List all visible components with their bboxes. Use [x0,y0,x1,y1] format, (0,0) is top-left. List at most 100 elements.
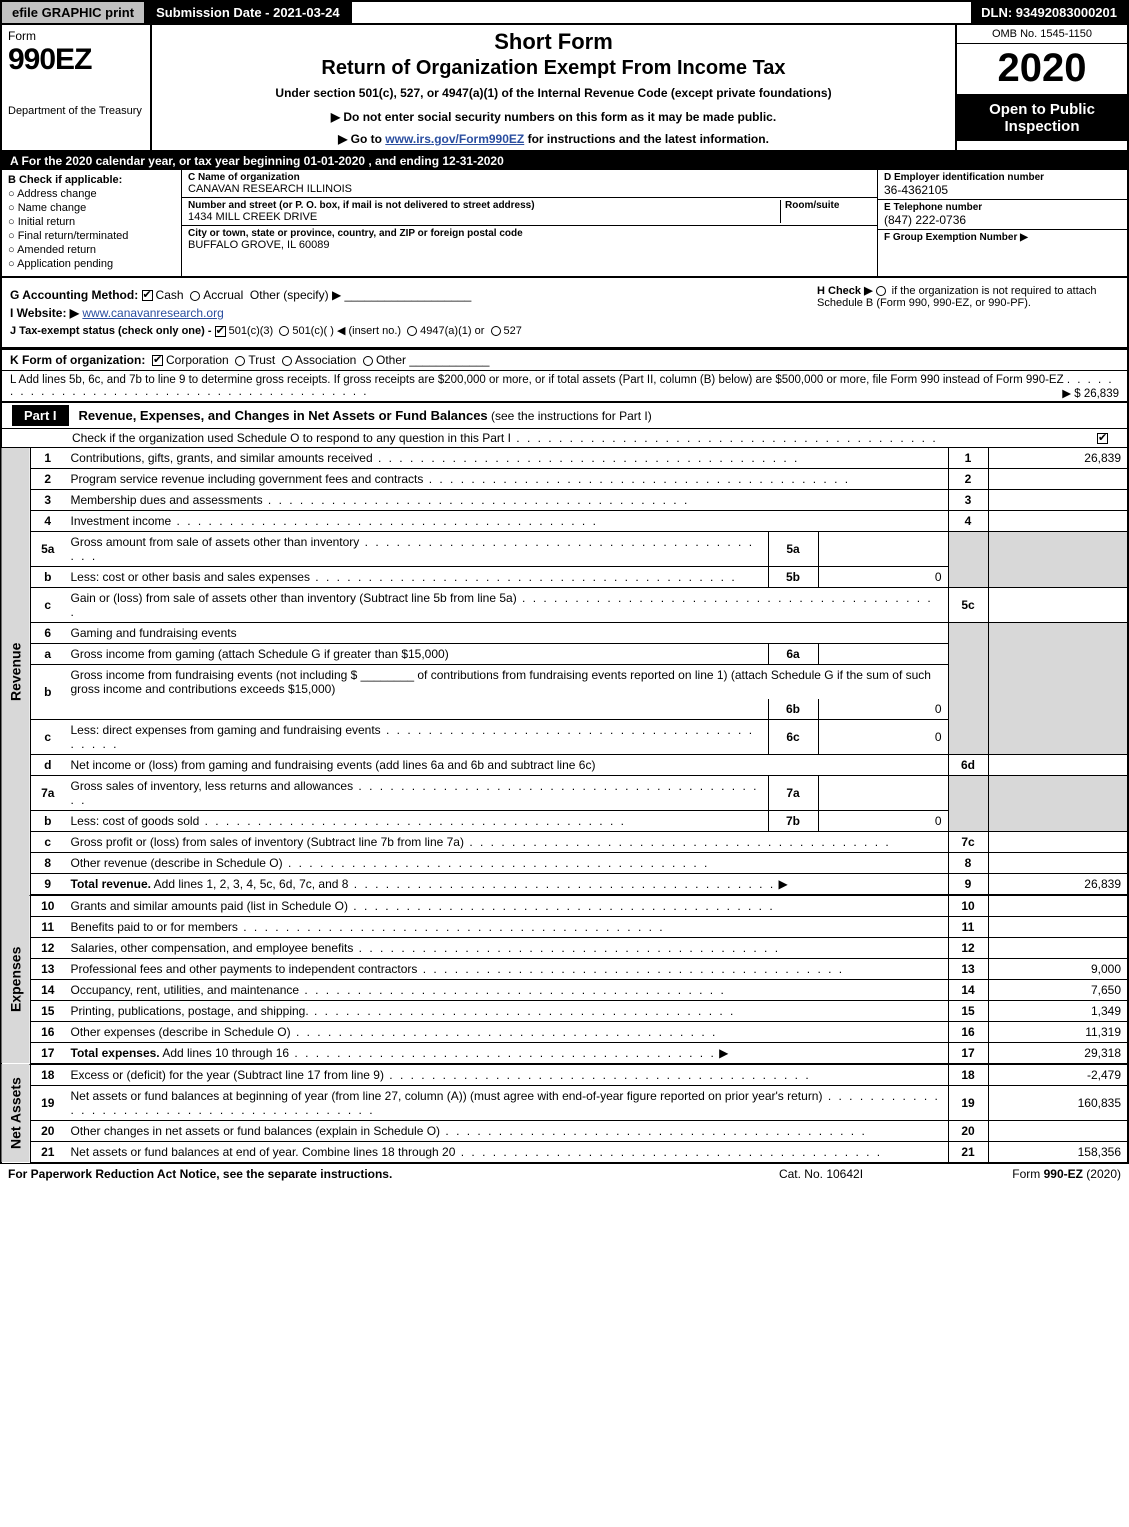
check-trust[interactable] [235,356,245,366]
ln-8: 8 [31,853,65,874]
check-address-change[interactable]: Address change [8,188,175,200]
check-final-return[interactable]: Final return/terminated [8,230,175,242]
section-h: H Check ▶ if the organization is not req… [809,284,1119,341]
desc-11: Benefits paid to or for members [71,920,238,934]
k-assoc: Association [295,353,356,367]
goto-post: for instructions and the latest informat… [524,132,769,146]
part1-check-text: Check if the organization used Schedule … [72,431,511,445]
check-corporation[interactable] [152,355,163,366]
ln-14: 14 [31,980,65,1001]
row-org-name: C Name of organization CANAVAN RESEARCH … [182,170,877,198]
rn-6-grey [948,623,988,755]
check-initial-return[interactable]: Initial return [8,216,175,228]
val-6d [988,755,1128,776]
rn-7-grey [948,776,988,832]
check-name-change[interactable]: Name change [8,202,175,214]
desc-9: Total revenue. [71,877,151,891]
row-14: 14 Occupancy, rent, utilities, and maint… [1,980,1128,1001]
website-link[interactable]: www.canavanresearch.org [82,306,223,320]
val-12 [988,938,1128,959]
omb-number: OMB No. 1545-1150 [957,25,1127,44]
subln-5b: 5b [768,567,818,588]
val-16: 11,319 [988,1022,1128,1043]
room-label: Room/suite [785,200,871,211]
subln-6b: 6b [768,699,818,720]
row-7c: c Gross profit or (loss) from sales of i… [1,832,1128,853]
ln-9: 9 [31,874,65,896]
g-label: G Accounting Method: [10,288,138,302]
subval-5a [818,532,948,567]
check-cash[interactable] [142,290,153,301]
ln-4: 4 [31,511,65,532]
ln-21: 21 [31,1142,65,1164]
j-501c3: 501(c)(3) [229,325,274,337]
subval-7a [818,776,948,811]
spacer [352,2,972,23]
line-i: I Website: ▶ www.canavanresearch.org [10,306,809,320]
check-527[interactable] [491,326,501,336]
check-4947[interactable] [407,326,417,336]
ln-5b: b [31,567,65,588]
row-18: Net Assets 18 Excess or (deficit) for th… [1,1064,1128,1086]
val-21: 158,356 [988,1142,1128,1164]
desc-10: Grants and similar amounts paid (list in… [71,899,348,913]
ln-7b: b [31,811,65,832]
check-application-pending[interactable]: Application pending [8,258,175,270]
row-7a: 7a Gross sales of inventory, less return… [1,776,1128,811]
rn-5c: 5c [948,588,988,623]
ln-6c: c [31,720,65,755]
submission-date: Submission Date - 2021-03-24 [146,2,352,23]
rn-17: 17 [948,1043,988,1065]
ln-13: 13 [31,959,65,980]
desc-5c: Gain or (loss) from sale of assets other… [71,591,517,605]
g-cash: Cash [156,288,184,302]
subval-6b: 0 [818,699,948,720]
check-amended-return[interactable]: Amended return [8,244,175,256]
irs-link[interactable]: www.irs.gov/Form990EZ [385,132,524,146]
rn-1: 1 [948,448,988,469]
part1-subtitle: (see the instructions for Part I) [488,409,652,423]
check-association[interactable] [282,356,292,366]
city-label: City or town, state or province, country… [188,228,871,239]
row-8: 8 Other revenue (describe in Schedule O)… [1,853,1128,874]
check-other[interactable] [363,356,373,366]
department: Department of the Treasury [8,105,144,117]
city-value: BUFFALO GROVE, IL 60089 [188,239,871,251]
part1-check-row: Check if the organization used Schedule … [0,429,1129,448]
ln-1: 1 [31,448,65,469]
j-527: 527 [504,325,522,337]
ghij-left: G Accounting Method: Cash Accrual Other … [10,284,809,341]
j-4947: 4947(a)(1) or [420,325,484,337]
val-2 [988,469,1128,490]
part1-header: Part I Revenue, Expenses, and Changes in… [0,403,1129,429]
rn-8: 8 [948,853,988,874]
efile-print-button[interactable]: efile GRAPHIC print [2,2,146,23]
part1-tag: Part I [12,405,69,426]
top-bar: efile GRAPHIC print Submission Date - 20… [0,0,1129,25]
check-501c[interactable] [279,326,289,336]
ln-6: 6 [31,623,65,644]
rn-3: 3 [948,490,988,511]
k-trust: Trust [248,353,275,367]
k-label: K Form of organization: [10,353,145,367]
rn-5-grey [948,532,988,588]
part1-checkbox[interactable] [1097,433,1108,444]
under-section: Under section 501(c), 527, or 4947(a)(1)… [160,86,947,100]
check-accrual[interactable] [190,291,200,301]
side-expenses: Expenses [1,895,31,1064]
check-501c3[interactable] [215,326,226,337]
section-a-band: A For the 2020 calendar year, or tax yea… [0,152,1129,170]
val-11 [988,917,1128,938]
row-9: 9 Total revenue. Add lines 1, 2, 3, 4, 5… [1,874,1128,896]
desc-1: Contributions, gifts, grants, and simila… [71,451,373,465]
part1-check-dots [511,431,938,445]
desc-13: Professional fees and other payments to … [71,962,418,976]
line-g: G Accounting Method: Cash Accrual Other … [10,288,809,302]
check-h[interactable] [876,286,886,296]
section-ghij: G Accounting Method: Cash Accrual Other … [0,278,1129,349]
desc-14: Occupancy, rent, utilities, and maintena… [71,983,300,997]
val-10 [988,895,1128,917]
rn-18: 18 [948,1064,988,1086]
subln-6c: 6c [768,720,818,755]
j-501c: 501(c)( ) ◀ (insert no.) [292,325,401,337]
